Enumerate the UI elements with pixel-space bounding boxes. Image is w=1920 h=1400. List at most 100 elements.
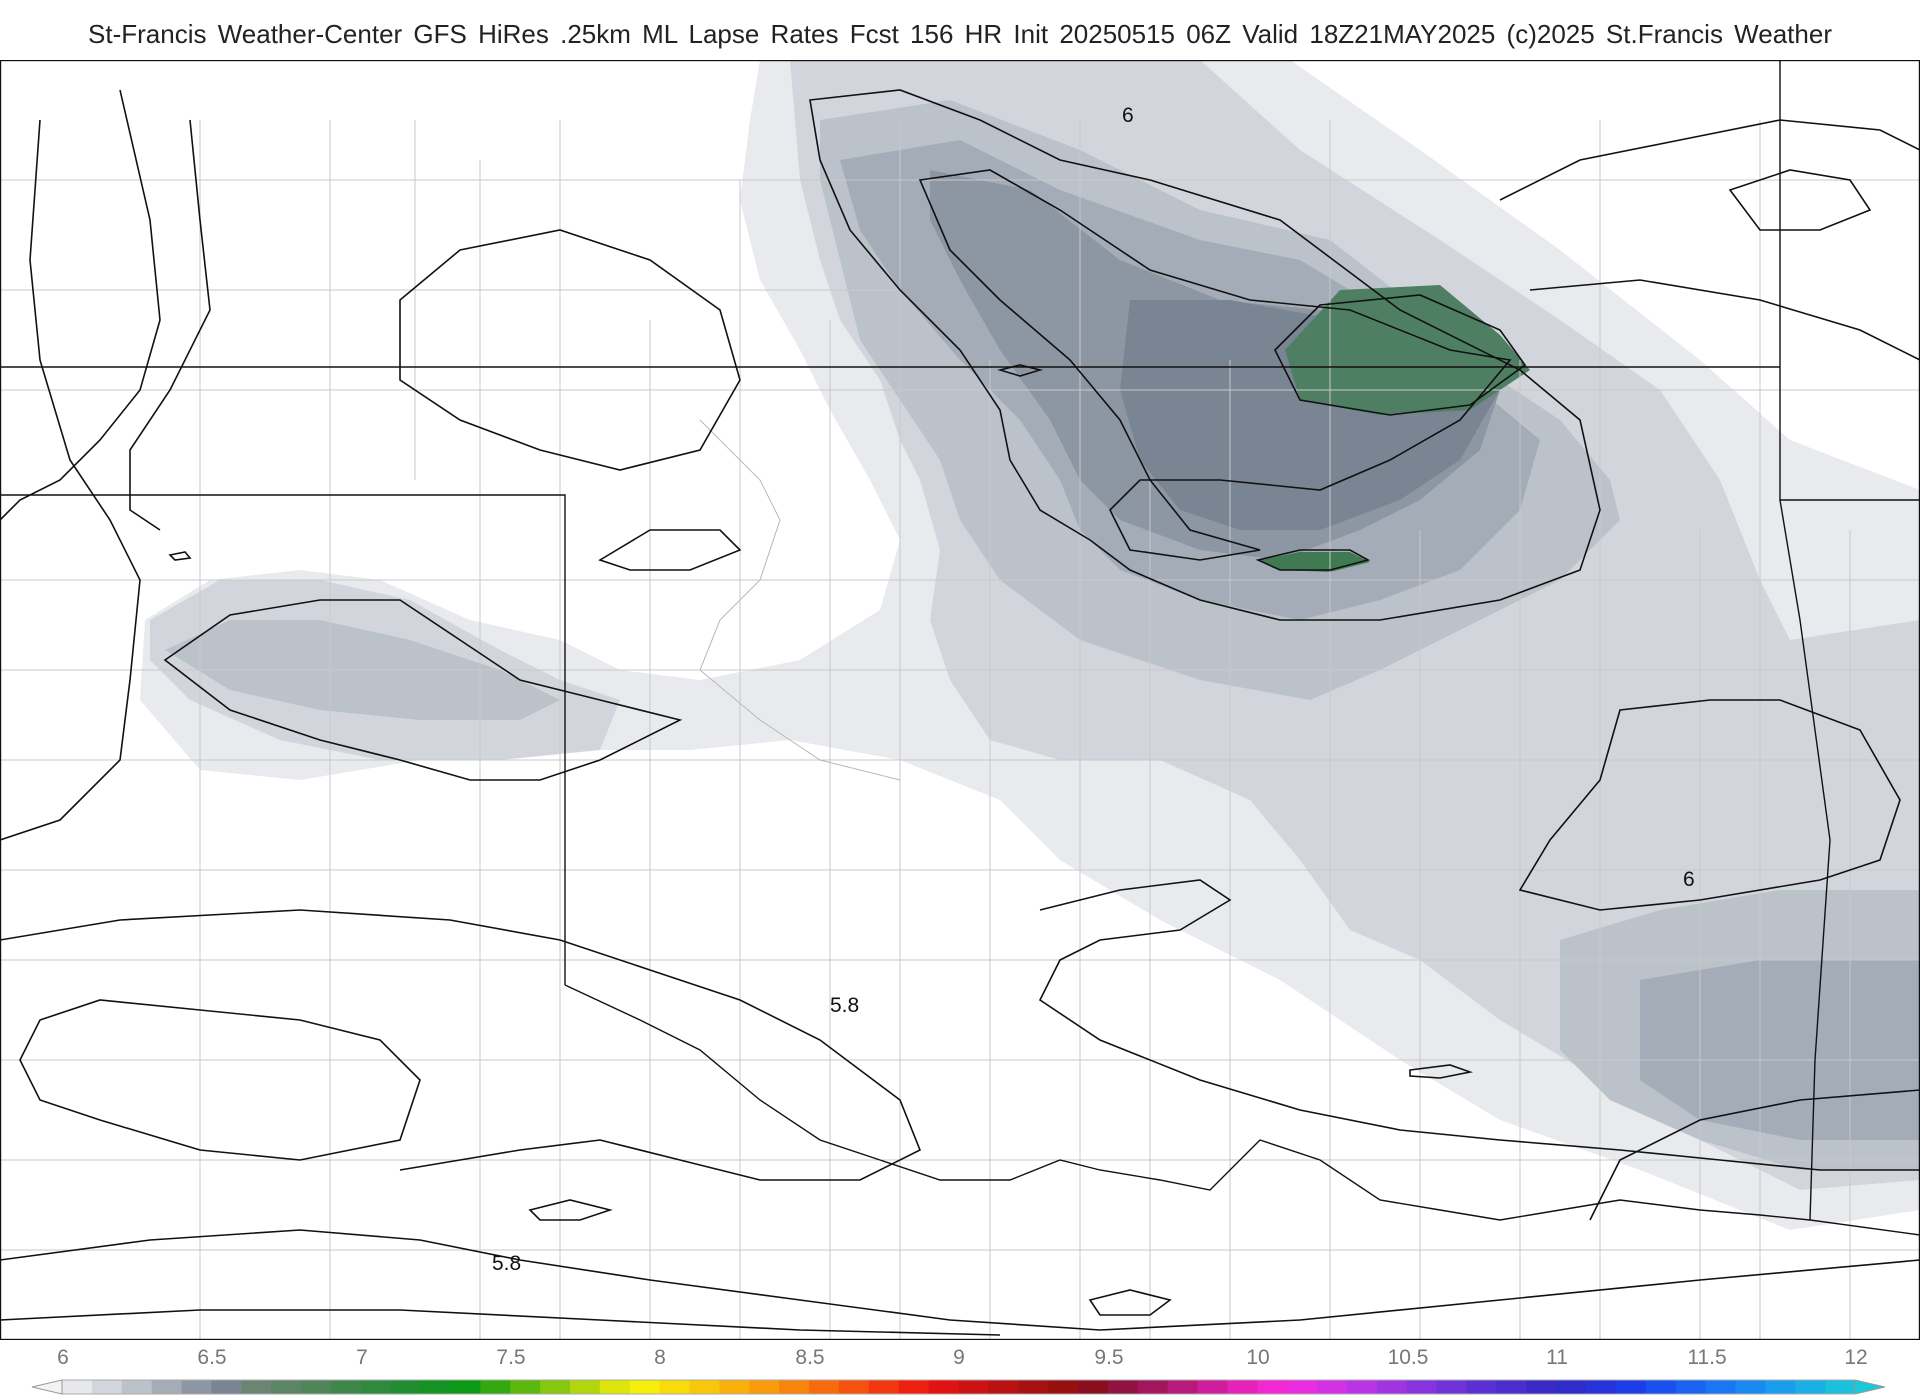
- legend-color-cell: [1795, 1380, 1826, 1394]
- legend-arrow-right: [1854, 1379, 1886, 1395]
- legend-color-cell: [1018, 1380, 1049, 1394]
- legend-color-cell: [151, 1380, 182, 1394]
- color-legend: 6 6.5 7 7.5 8 8.5 9 9.5 10 10.5 11 11.5 …: [31, 1346, 1886, 1395]
- legend-color-cell: [719, 1380, 750, 1394]
- legend-color-cell: [1167, 1380, 1198, 1394]
- legend-color-cell: [838, 1380, 870, 1394]
- legend-color-cell: [1197, 1380, 1228, 1394]
- legend-color-cell: [629, 1380, 661, 1394]
- contour-line: [1529, 279, 1920, 361]
- legend-tick: 11: [1546, 1346, 1568, 1369]
- legend-color-cell: [599, 1380, 631, 1394]
- legend-tick: 7: [356, 1346, 368, 1369]
- legend-color-cell: [540, 1380, 571, 1394]
- legend-color-cell: [988, 1380, 1019, 1394]
- contour-label: 6: [1683, 868, 1695, 891]
- river-line: [699, 419, 901, 781]
- legend-color-cell: [301, 1380, 332, 1394]
- legend-color-cell: [958, 1380, 989, 1394]
- contour-line: [1274, 294, 1527, 416]
- legend-color-cell: [1556, 1380, 1587, 1394]
- legend-color-cell: [868, 1380, 900, 1394]
- legend-tick: 12: [1844, 1346, 1867, 1369]
- legend-color-cell: [1615, 1380, 1647, 1394]
- legend-tick: 11.5: [1687, 1346, 1726, 1369]
- legend-color-cell: [360, 1380, 392, 1394]
- contour-line: [1409, 1064, 1474, 1079]
- legend-color-cell: [1257, 1380, 1288, 1394]
- boundary-lines: [0, 120, 1920, 1340]
- legend-color-cell: [1436, 1380, 1467, 1394]
- legend-tick: 9: [953, 1346, 965, 1369]
- legend-color-cell: [1825, 1380, 1856, 1394]
- legend-tick: 6.5: [197, 1346, 226, 1369]
- legend-color-cell: [1705, 1380, 1736, 1394]
- contour-line: [1518, 699, 1901, 911]
- legend-color-cell: [450, 1380, 481, 1394]
- legend-tick: 6: [57, 1346, 69, 1369]
- contour-line: [0, 1229, 1920, 1331]
- legend-color-cell: [390, 1380, 421, 1394]
- contour-line: [528, 1199, 613, 1221]
- lapse-rate-map: 6 6 5.8 5.8: [0, 60, 1920, 1340]
- legend-color-cell: [1645, 1380, 1677, 1394]
- shading-peak-north: [1285, 285, 1530, 415]
- legend-color-cell: [1765, 1380, 1796, 1394]
- legend-color-cell: [1078, 1380, 1109, 1394]
- contour-line: [598, 529, 742, 571]
- legend-tick: 8.5: [795, 1346, 824, 1369]
- contour-line: [1728, 169, 1872, 231]
- legend-color-cell: [898, 1380, 930, 1394]
- contour-line: [168, 551, 192, 561]
- state-borders: [0, 60, 1920, 1236]
- legend-color-cell: [928, 1380, 959, 1394]
- contour-line: [129, 119, 211, 531]
- legend-color-cell: [809, 1380, 840, 1394]
- state-border-east: [1779, 499, 1920, 1236]
- legend-tick: 8: [654, 1346, 666, 1369]
- legend-color-cell: [62, 1380, 93, 1394]
- legend-color-cell: [1137, 1380, 1169, 1394]
- contour-line: [0, 119, 141, 841]
- contour-label: 5.8: [492, 1252, 521, 1275]
- shading-layer: [140, 60, 1920, 1230]
- legend-color-cell: [1526, 1380, 1557, 1394]
- contour-line: [1589, 1089, 1920, 1221]
- contour-labels: 6 6 5.8 5.8: [492, 104, 1695, 1275]
- legend-color-cell: [330, 1380, 362, 1394]
- legend-color-cell: [211, 1380, 242, 1394]
- legend-color-cell: [749, 1380, 780, 1394]
- contour-label: 6: [1122, 104, 1134, 127]
- legend-color-cell: [779, 1380, 810, 1394]
- county-grid-horizontal: [0, 179, 1920, 1251]
- legend-color-cell: [1586, 1380, 1617, 1394]
- legend-color-cell: [1376, 1380, 1408, 1394]
- legend-color-cell: [1227, 1380, 1258, 1394]
- contour-line: [0, 89, 161, 521]
- legend-color-cell: [689, 1380, 720, 1394]
- legend-color-cell: [480, 1380, 511, 1394]
- legend-color-cell: [1406, 1380, 1438, 1394]
- legend-color-cell: [420, 1380, 451, 1394]
- legend-color-cell: [1048, 1380, 1079, 1394]
- legend-color-cell: [1107, 1380, 1139, 1394]
- legend-tick: 9.5: [1094, 1346, 1123, 1369]
- legend-tick: 7.5: [496, 1346, 525, 1369]
- legend-color-cell: [271, 1380, 302, 1394]
- contour-line: [1255, 549, 1371, 571]
- legend-tick: 10.5: [1388, 1346, 1429, 1369]
- legend-color-cell: [1346, 1380, 1378, 1394]
- legend-color-cell: [1735, 1380, 1766, 1394]
- legend-tick-labels: 6 6.5 7 7.5 8 8.5 9 9.5 10 10.5 11 11.5 …: [57, 1346, 1868, 1369]
- contour-line: [0, 1309, 1001, 1336]
- state-border-red-river: [564, 984, 1811, 1221]
- legend-color-cell: [1317, 1380, 1348, 1394]
- contour-lines: [0, 89, 1920, 1336]
- legend-color-cell: [241, 1380, 272, 1394]
- legend-arrow-left: [31, 1379, 63, 1395]
- legend-color-cell: [1675, 1380, 1706, 1394]
- contour-line: [1499, 119, 1920, 201]
- contour-line: [809, 89, 1601, 621]
- legend-color-cell: [91, 1380, 123, 1394]
- legend-color-bar: [61, 1379, 1856, 1395]
